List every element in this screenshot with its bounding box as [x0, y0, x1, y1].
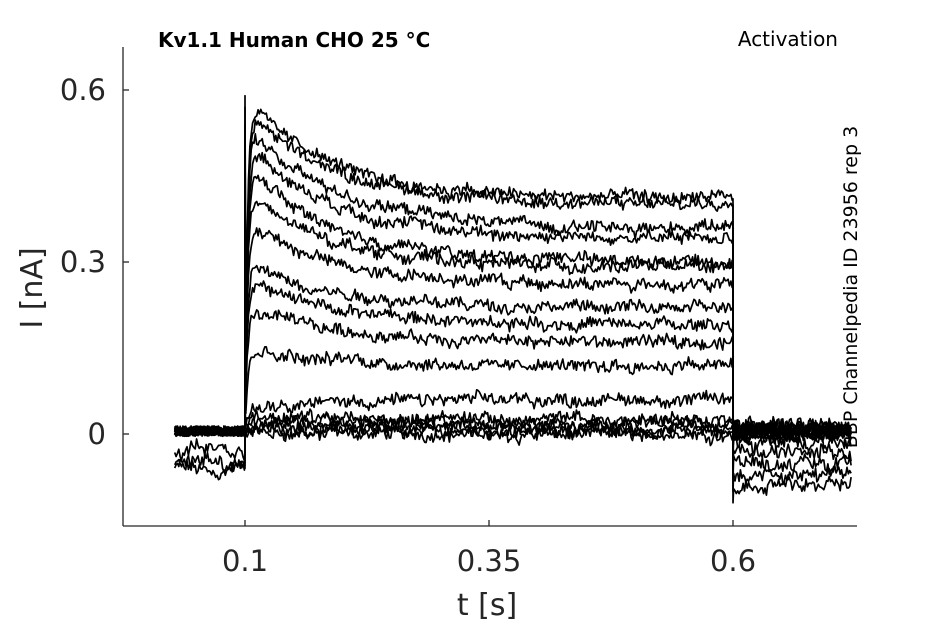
current-trace-16	[173, 106, 852, 450]
current-trace-14	[173, 140, 852, 450]
x-axis-title: t [s]	[457, 588, 517, 623]
x-tick-label: 0.1	[222, 544, 268, 578]
protocol-label: Activation	[738, 27, 838, 51]
y-tick-label: 0.3	[60, 245, 106, 279]
current-trace-2	[173, 420, 852, 493]
current-trace-13	[173, 163, 852, 447]
x-tick-label: 0.6	[710, 544, 756, 578]
current-traces	[173, 94, 852, 504]
current-trace-17	[173, 94, 852, 447]
y-tick-label: 0.6	[60, 73, 106, 107]
chart-title: Kv1.1 Human CHO 25 °C	[158, 28, 430, 52]
y-tick-label: 0	[88, 417, 106, 451]
x-tick-label: 0.35	[457, 544, 522, 578]
y-ticks: 0 0.3 0.6	[60, 73, 129, 451]
source-note: BBP Channelpedia ID 23956 rep 3	[840, 126, 862, 448]
current-trace-5	[173, 408, 852, 461]
y-axis-title: I [nA]	[15, 247, 50, 328]
x-ticks: 0.1 0.35 0.6	[222, 520, 756, 578]
